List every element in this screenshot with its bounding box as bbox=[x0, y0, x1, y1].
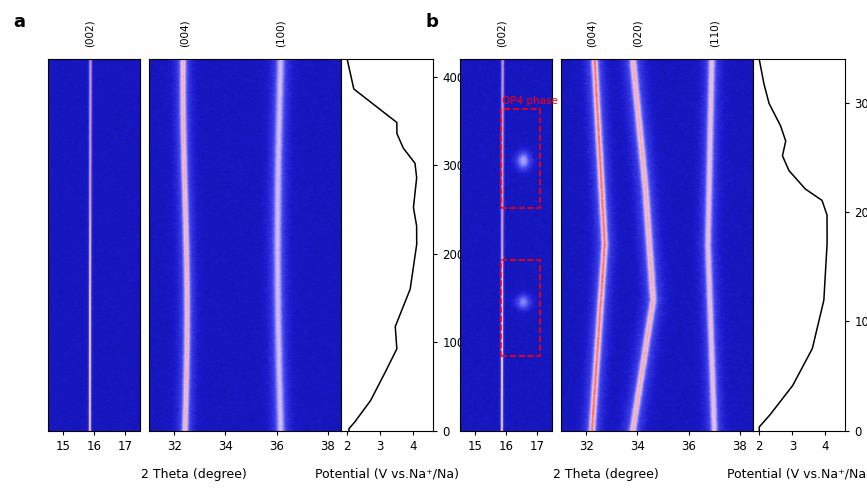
Bar bbox=[500, 108, 540, 208]
Bar bbox=[500, 260, 540, 356]
Text: 2 Theta (degree): 2 Theta (degree) bbox=[141, 468, 247, 481]
Text: 2 Theta (degree): 2 Theta (degree) bbox=[553, 468, 659, 481]
Text: OP4 phase: OP4 phase bbox=[502, 97, 558, 106]
Text: (002): (002) bbox=[84, 19, 95, 47]
Text: (004): (004) bbox=[179, 19, 190, 47]
Text: (004): (004) bbox=[586, 19, 596, 47]
Text: Potential (V vs.Na⁺/Na): Potential (V vs.Na⁺/Na) bbox=[315, 468, 459, 481]
Y-axis label: Time (min): Time (min) bbox=[471, 213, 484, 277]
Text: b: b bbox=[425, 13, 438, 31]
Text: (002): (002) bbox=[497, 19, 506, 47]
Text: (110): (110) bbox=[709, 19, 720, 47]
Text: (020): (020) bbox=[632, 19, 642, 47]
Text: a: a bbox=[13, 13, 25, 31]
Text: Potential (V vs.Na⁺/Na): Potential (V vs.Na⁺/Na) bbox=[727, 468, 867, 481]
Text: (100): (100) bbox=[276, 19, 285, 47]
